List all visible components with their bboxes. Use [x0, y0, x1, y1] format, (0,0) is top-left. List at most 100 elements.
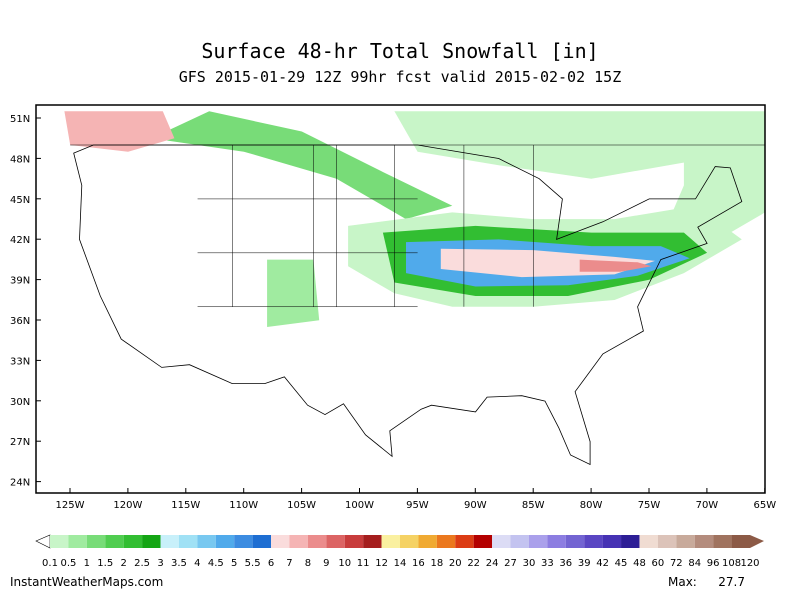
lon-label: 70W [696, 500, 719, 511]
colorbar-swatch [289, 535, 308, 548]
colorbar-label: 42 [596, 558, 609, 569]
colorbar-label: 4 [194, 558, 200, 569]
max-value: 27.7 [718, 575, 745, 589]
colorbar-label: 3 [157, 558, 163, 569]
colorbar-swatch [215, 535, 235, 548]
us-outline [73, 144, 743, 466]
colorbar-label: 27 [504, 558, 517, 569]
colorbar-swatch [178, 535, 198, 548]
map [36, 111, 766, 493]
colorbar-swatch [271, 535, 290, 548]
colorbar-swatch [436, 535, 456, 548]
site: InstantWeatherMaps.com [10, 575, 163, 589]
map-frame [35, 104, 766, 494]
lat-label: 36N [10, 316, 30, 327]
lon-label: 65W [753, 500, 776, 511]
colorbar-label: 2 [120, 558, 126, 569]
colorbar-label: 120 [740, 558, 759, 569]
colorbar-label: 16 [412, 558, 425, 569]
lat-label: 27N [10, 437, 30, 448]
colorbar-swatch [68, 535, 87, 548]
colorbar-swatch [657, 535, 677, 548]
colorbar-swatch [234, 535, 253, 548]
colorbar-label: 33 [541, 558, 554, 569]
colorbar-swatch [528, 535, 548, 548]
colorbar-label: 12 [375, 558, 388, 569]
colorbar-swatch [492, 535, 511, 548]
max-label: Max: [668, 575, 697, 589]
colorbar-label: 0.1 [42, 558, 58, 569]
title: Surface 48-hr Total Snowfall [in] [201, 39, 598, 63]
colorbar-label: 4.5 [208, 558, 224, 569]
colorbar-label: 9 [323, 558, 329, 569]
colorbar: 0.1 0.5 1 1.5 2 2.5 3 3.5 4 4.5 5 5.5 6 7 8 9 10 11 12 14 16… [35, 534, 764, 569]
colorbar-swatch [473, 535, 493, 548]
lon-label: 85W [522, 500, 545, 511]
colorbar-swatch [731, 535, 750, 548]
lat-label: 39N [10, 276, 30, 287]
lon-label: 120W [113, 500, 142, 511]
colorbar-label: 96 [707, 558, 720, 569]
colorbar-swatch [510, 535, 529, 548]
lon-label: 125W [56, 500, 85, 511]
colorbar-label: 22 [467, 558, 480, 569]
lat-label: 51N [10, 114, 30, 125]
colorbar-label: 7 [286, 558, 292, 569]
colorbar-swatch [713, 535, 732, 548]
colorbar-swatch [418, 535, 437, 548]
lat-label: 24N [10, 478, 30, 489]
colorbar-label: 5 [231, 558, 237, 569]
lat-label: 48N [10, 154, 30, 165]
colorbar-swatch [160, 535, 179, 548]
colorbar-label: 3.5 [171, 558, 187, 569]
colorbar-label: 1.5 [97, 558, 113, 569]
colorbar-swatch [363, 535, 382, 548]
lon-label: 95W [406, 500, 429, 511]
colorbar-label: 72 [670, 558, 683, 569]
colorbar-label: 11 [357, 558, 370, 569]
lat-label: 33N [10, 356, 30, 367]
colorbar-label: 48 [633, 558, 646, 569]
colorbar-label: 18 [430, 558, 443, 569]
colorbar-swatch [307, 535, 327, 548]
colorbar-swatch [639, 535, 658, 548]
colorbar-swatch [326, 535, 345, 548]
colorbar-label: 45 [615, 558, 628, 569]
lat-label: 45N [10, 195, 30, 206]
snow-area [579, 259, 652, 272]
snow-area [64, 111, 175, 152]
colorbar-label: 8 [305, 558, 311, 569]
lat-label: 30N [10, 397, 30, 408]
colorbar-swatch [123, 535, 143, 548]
colorbar-label: 20 [449, 558, 462, 569]
colorbar-label: 2.5 [134, 558, 150, 569]
colorbar-swatch [400, 535, 419, 548]
lon-label: 90W [464, 500, 487, 511]
colorbar-swatch [381, 535, 400, 548]
colorbar-swatch [676, 535, 695, 548]
lon-label: 115W [171, 500, 200, 511]
colorbar-label: 1 [84, 558, 90, 569]
colorbar-end [750, 535, 764, 548]
colorbar-label: 60 [652, 558, 665, 569]
colorbar-swatch [105, 535, 124, 548]
colorbar-label: 84 [688, 558, 701, 569]
colorbar-swatch [252, 535, 272, 548]
colorbar-swatch [565, 535, 585, 548]
colorbar-swatch [142, 535, 161, 548]
snow-area [267, 259, 320, 327]
colorbar-swatch [455, 535, 474, 548]
snow-area [151, 111, 453, 220]
lat-label: 42N [10, 235, 30, 246]
lon-label: 75W [638, 500, 661, 511]
colorbar-label: 6 [268, 558, 274, 569]
colorbar-swatch [621, 535, 640, 548]
lon-label: 105W [287, 500, 316, 511]
colorbar-swatch [694, 535, 714, 548]
colorbar-swatch [50, 535, 69, 548]
lon-label: 110W [229, 500, 258, 511]
colorbar-label: 24 [486, 558, 499, 569]
colorbar-swatch [547, 535, 566, 548]
colorbar-label: 39 [578, 558, 591, 569]
